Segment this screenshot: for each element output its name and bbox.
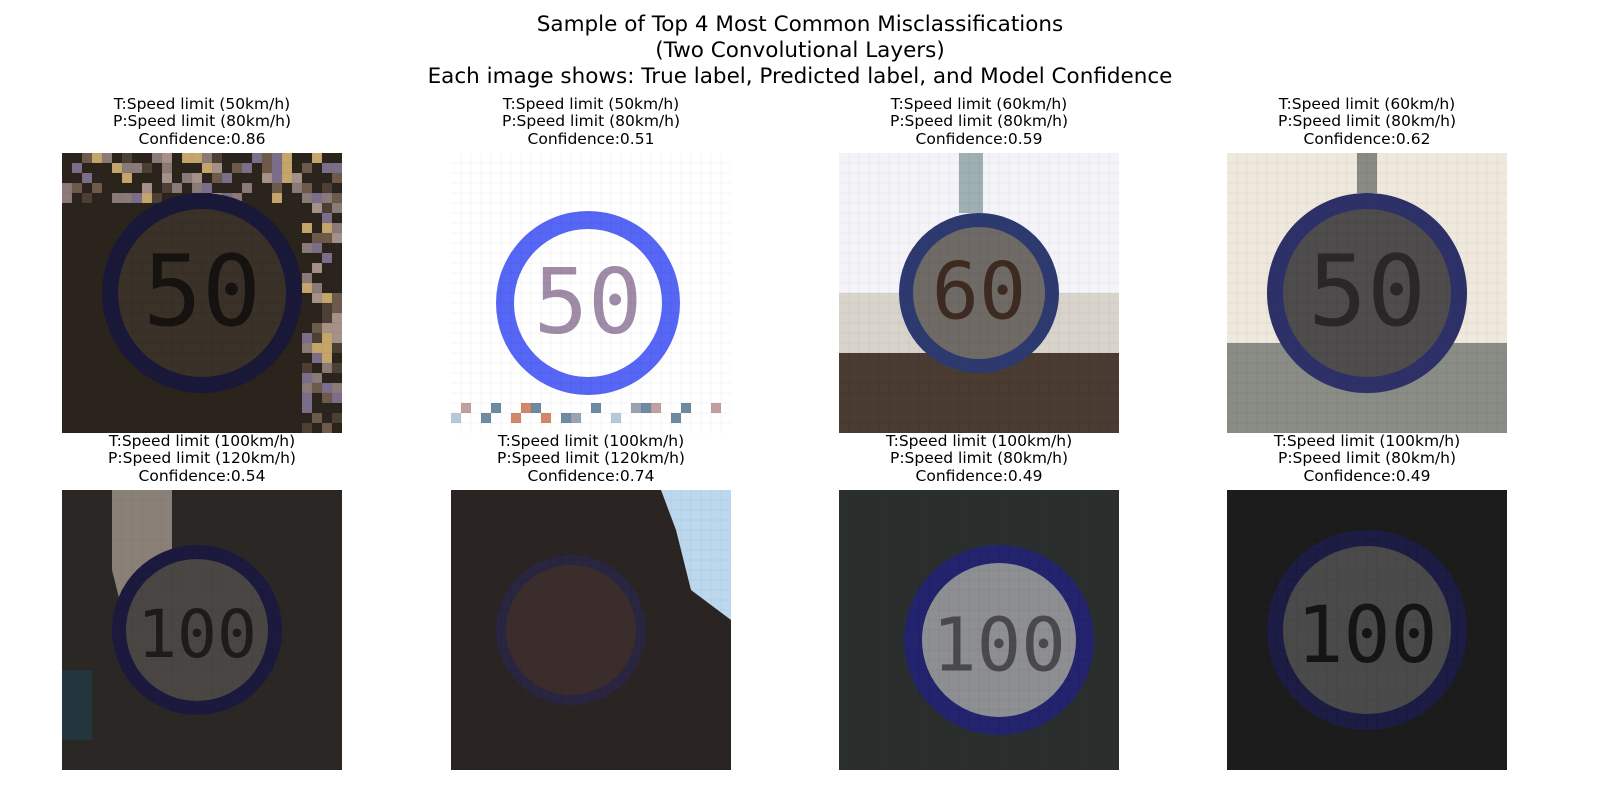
confidence-value: Confidence:0.49 xyxy=(1303,466,1431,485)
sign-picture: 50 xyxy=(451,153,731,433)
sign-image xyxy=(451,490,731,770)
true-label: T:Speed limit (60km/h) xyxy=(1278,95,1456,113)
sign-picture: 100 xyxy=(839,490,1119,770)
confidence-value: Confidence:0.62 xyxy=(1303,129,1431,148)
figure-title: Sample of Top 4 Most Common Misclassific… xyxy=(0,12,1600,90)
sign-digits: 60 xyxy=(932,247,1026,338)
sign-picture: 50 xyxy=(1227,153,1507,433)
panel-caption: T:Speed limit (100km/h) P:Speed limit (1… xyxy=(381,432,801,485)
true-label: T:Speed limit (50km/h) xyxy=(502,95,680,113)
predicted-label: P:Speed limit (80km/h) xyxy=(889,449,1069,468)
confidence-value: Confidence:0.86 xyxy=(138,129,266,148)
panel-caption: T:Speed limit (50km/h) P:Speed limit (80… xyxy=(0,95,412,148)
sign-picture xyxy=(451,490,731,770)
panel-caption: T:Speed limit (60km/h) P:Speed limit (80… xyxy=(1157,95,1577,148)
sign-image: 100 xyxy=(62,490,342,770)
true-label: T:Speed limit (100km/h) xyxy=(1273,432,1461,450)
sign-digits: 100 xyxy=(137,595,257,673)
true-label: T:Speed limit (100km/h) xyxy=(108,432,296,450)
sign-digits: 50 xyxy=(143,235,261,349)
figure-title-line-2: (Two Convolutional Layers) xyxy=(655,38,945,63)
sign-image: 100 xyxy=(839,490,1119,770)
confidence-value: Confidence:0.59 xyxy=(915,129,1043,148)
sign-image: 50 xyxy=(451,153,731,433)
sign-digits: 50 xyxy=(1308,235,1426,349)
predicted-label: P:Speed limit (80km/h) xyxy=(501,112,681,131)
predicted-label: P:Speed limit (80km/h) xyxy=(1277,449,1457,468)
panel-caption: T:Speed limit (100km/h) P:Speed limit (1… xyxy=(0,432,412,485)
sign-digits: 50 xyxy=(534,249,643,354)
predicted-label: P:Speed limit (120km/h) xyxy=(108,449,296,468)
true-label: T:Speed limit (60km/h) xyxy=(890,95,1068,113)
sign-picture: 100 xyxy=(62,490,342,770)
figure-title-line-3: Each image shows: True label, Predicted … xyxy=(427,64,1173,89)
sign-image: 50 xyxy=(1227,153,1507,433)
predicted-label: P:Speed limit (120km/h) xyxy=(497,449,685,468)
confidence-value: Confidence:0.74 xyxy=(527,466,655,485)
sign-picture: 50 xyxy=(62,153,342,433)
sign-picture: 60 xyxy=(839,153,1119,433)
panel-caption: T:Speed limit (60km/h) P:Speed limit (80… xyxy=(769,95,1189,148)
sign-digits: 100 xyxy=(1297,591,1438,681)
panel-caption: T:Speed limit (50km/h) P:Speed limit (80… xyxy=(381,95,801,148)
confidence-value: Confidence:0.51 xyxy=(527,129,655,148)
figure-title-line-1: Sample of Top 4 Most Common Misclassific… xyxy=(536,12,1064,37)
true-label: T:Speed limit (100km/h) xyxy=(497,432,685,450)
predicted-label: P:Speed limit (80km/h) xyxy=(889,112,1069,131)
true-label: T:Speed limit (100km/h) xyxy=(885,432,1073,450)
sign-image: 100 xyxy=(1227,490,1507,770)
sign-image: 60 xyxy=(839,153,1119,433)
sign-picture: 100 xyxy=(1227,490,1507,770)
confidence-value: Confidence:0.54 xyxy=(138,466,266,485)
panel-caption: T:Speed limit (100km/h) P:Speed limit (8… xyxy=(1157,432,1577,485)
sign-digits: 100 xyxy=(932,602,1066,688)
panel-caption: T:Speed limit (100km/h) P:Speed limit (8… xyxy=(769,432,1189,485)
predicted-label: P:Speed limit (80km/h) xyxy=(112,112,292,131)
sign-image: 50 xyxy=(62,153,342,433)
confidence-value: Confidence:0.49 xyxy=(915,466,1043,485)
true-label: T:Speed limit (50km/h) xyxy=(113,95,291,113)
predicted-label: P:Speed limit (80km/h) xyxy=(1277,112,1457,131)
